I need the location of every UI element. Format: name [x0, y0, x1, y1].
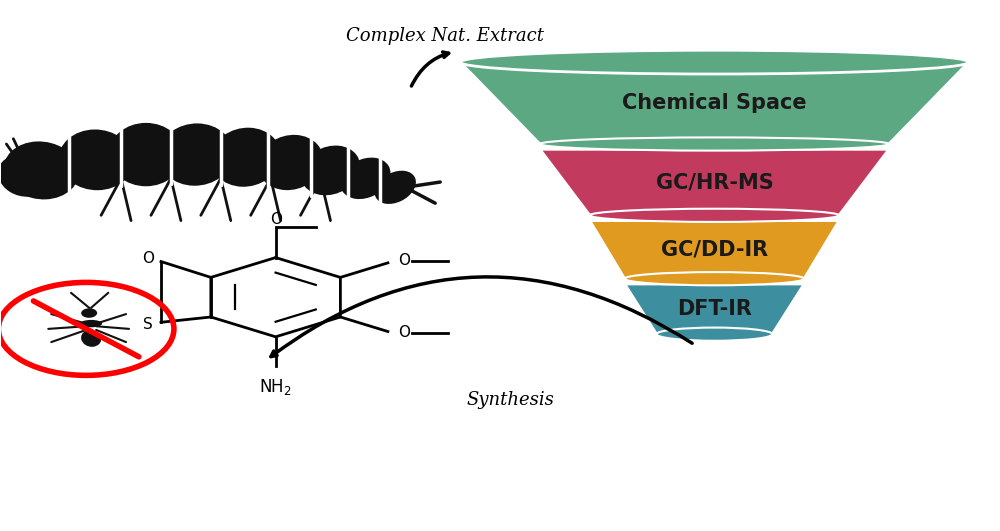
Text: O: O	[398, 253, 410, 268]
Ellipse shape	[540, 138, 889, 151]
Polygon shape	[540, 149, 889, 215]
Text: GC/HR-MS: GC/HR-MS	[656, 172, 773, 192]
Text: Chemical Space: Chemical Space	[622, 93, 807, 113]
Ellipse shape	[211, 127, 281, 187]
Ellipse shape	[657, 328, 772, 341]
Ellipse shape	[81, 330, 101, 347]
Ellipse shape	[375, 170, 416, 204]
Ellipse shape	[590, 209, 839, 222]
Ellipse shape	[460, 50, 969, 74]
Text: DFT-IR: DFT-IR	[677, 299, 752, 319]
Text: O: O	[142, 251, 154, 267]
Text: GC/DD-IR: GC/DD-IR	[661, 239, 768, 260]
Polygon shape	[625, 284, 804, 334]
Text: Complex Nat. Extract: Complex Nat. Extract	[346, 27, 544, 45]
Text: Synthesis: Synthesis	[466, 391, 554, 409]
Ellipse shape	[301, 145, 360, 195]
Ellipse shape	[340, 158, 391, 199]
Ellipse shape	[4, 141, 79, 200]
Polygon shape	[590, 220, 839, 279]
Ellipse shape	[625, 272, 804, 285]
Ellipse shape	[0, 155, 49, 196]
Ellipse shape	[80, 320, 102, 327]
Text: O: O	[398, 325, 410, 340]
Ellipse shape	[258, 135, 323, 190]
Ellipse shape	[158, 123, 233, 186]
Text: NH$_2$: NH$_2$	[259, 378, 292, 398]
Text: O: O	[270, 211, 282, 227]
Ellipse shape	[81, 309, 97, 318]
Polygon shape	[460, 62, 969, 144]
Text: S: S	[143, 318, 153, 332]
Ellipse shape	[109, 123, 183, 186]
Ellipse shape	[59, 130, 134, 190]
